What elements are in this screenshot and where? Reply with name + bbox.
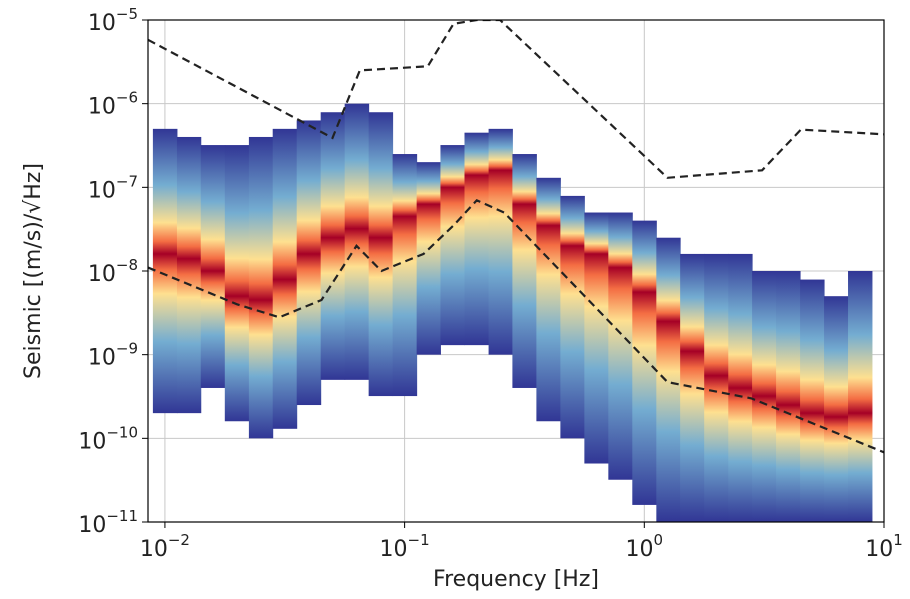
density-column (584, 212, 609, 464)
y-tick-label: 10−9 (88, 339, 138, 371)
plot-area (148, 20, 884, 522)
density-column (800, 279, 825, 522)
density-column (824, 296, 849, 522)
x-tick-label-base: 10 (865, 537, 893, 562)
density-column (776, 271, 801, 522)
y-tick-label-exponent: −7 (116, 172, 138, 190)
y-tick-label-exponent: −8 (116, 256, 138, 274)
density-column (296, 120, 322, 406)
density-column (200, 145, 226, 388)
y-tick-label-base: 10 (78, 429, 106, 454)
y-tick-label-base: 10 (88, 95, 116, 120)
x-tick-label: 101 (865, 531, 903, 563)
y-tick-label-base: 10 (78, 513, 106, 538)
y-tick-label: 10−11 (78, 507, 138, 539)
y-tick-label-exponent: −10 (106, 423, 138, 441)
density-column (344, 103, 370, 380)
density-column (632, 220, 657, 505)
density-column (536, 177, 561, 422)
density-column (440, 145, 465, 346)
x-tick-label-base: 10 (626, 537, 654, 562)
density-column (848, 271, 873, 522)
y-tick-label-base: 10 (88, 11, 116, 36)
density-column (656, 237, 681, 522)
y-tick-label-base: 10 (88, 178, 116, 203)
density-column (560, 195, 585, 439)
density-column (752, 271, 777, 522)
y-tick-label-exponent: −5 (116, 5, 138, 23)
y-tick-label-base: 10 (88, 346, 116, 371)
density-column (704, 253, 729, 522)
y-tick-label-base: 10 (88, 262, 116, 287)
density-column (176, 136, 202, 414)
y-tick-label-exponent: −11 (106, 507, 138, 525)
x-axis-label: Frequency [Hz] (433, 567, 599, 592)
y-tick-label-exponent: −9 (116, 339, 138, 357)
x-tick-label-exponent: −1 (408, 531, 430, 549)
y-tick-label-exponent: −6 (116, 88, 138, 106)
density-column (320, 112, 346, 380)
x-tick-label-exponent: 0 (654, 531, 664, 549)
density-column (464, 132, 490, 346)
y-axis-label: Seismic [(m/s)/√Hz] (21, 163, 46, 379)
density-column (728, 253, 753, 522)
y-tick-label: 10−5 (88, 5, 138, 37)
y-tick-label: 10−10 (78, 423, 138, 455)
y-tick-label: 10−8 (88, 256, 138, 288)
density-column (248, 136, 274, 439)
noise-model-line (148, 198, 884, 454)
density-column (224, 145, 250, 422)
x-tick-label-exponent: −2 (168, 531, 190, 549)
density-column (608, 212, 633, 480)
y-tick-label: 10−6 (88, 88, 138, 120)
density-column (392, 154, 418, 397)
density-column (488, 128, 513, 355)
x-tick-label-exponent: 1 (893, 531, 903, 549)
x-tick-label: 10−2 (140, 531, 190, 563)
x-tick-label-base: 10 (140, 537, 168, 562)
density-column (416, 162, 441, 355)
x-tick-label-base: 10 (380, 537, 408, 562)
y-tick-label: 10−7 (88, 172, 138, 204)
density-column (272, 128, 298, 429)
density-column (368, 112, 394, 397)
x-tick-label: 10−1 (380, 531, 430, 563)
density-column (152, 128, 178, 414)
x-tick-label: 100 (626, 531, 664, 563)
density-column (512, 154, 537, 388)
